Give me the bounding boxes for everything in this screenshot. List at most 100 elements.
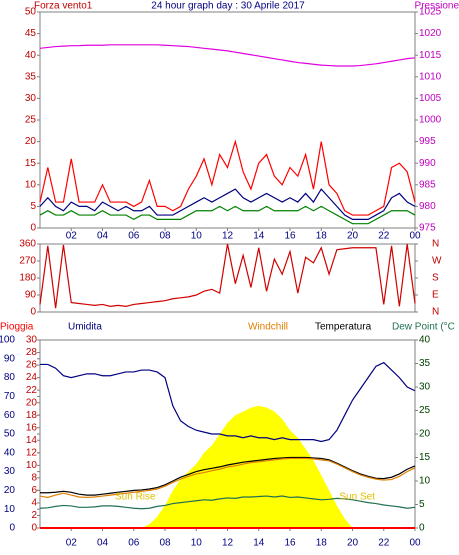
x-tick-label: 00 xyxy=(409,231,421,242)
y-tick-label: 0 xyxy=(30,223,36,234)
y3-tick-label: 16 xyxy=(26,422,38,433)
legend-entry: Windchill xyxy=(248,322,288,333)
y3-tick-label: 8 xyxy=(31,473,37,484)
x-tick-label: 08 xyxy=(159,538,171,549)
y3-tick-label: 0 xyxy=(31,523,37,534)
annotation: Sun Rise xyxy=(115,492,156,503)
x-tick-label: 20 xyxy=(347,538,359,549)
series-line xyxy=(39,139,416,216)
y-tick-label: 180 xyxy=(19,273,36,284)
chart-title: 24 hour graph day : 30 Aprile 2017 xyxy=(151,1,305,12)
y2-tick-label: 0 xyxy=(419,523,425,534)
y-tick-label: 5 xyxy=(30,201,36,212)
y2-tick-label: 40 xyxy=(419,335,431,346)
y-tick-label: 30 xyxy=(25,93,37,104)
y3-tick-label: 30 xyxy=(26,335,38,346)
y2-tick-label: 35 xyxy=(419,358,431,369)
y-tick-label: 45 xyxy=(25,28,37,39)
x-tick-label: 06 xyxy=(128,231,140,242)
series-line xyxy=(39,495,416,510)
y2-tick-label: S xyxy=(432,273,439,284)
y2-tick-label: 990 xyxy=(419,158,436,169)
legend-entry: Temperatura xyxy=(315,322,372,333)
y2-tick-label: 1025 xyxy=(419,7,442,18)
y-tick-label: 40 xyxy=(4,447,16,458)
x-tick-label: 08 xyxy=(159,231,171,242)
y-axis-title: Forza vento1 xyxy=(34,1,93,12)
series-line xyxy=(40,456,416,496)
y2-tick-label: 995 xyxy=(419,136,436,147)
y-tick-label: 25 xyxy=(25,115,37,126)
y2-tick-label: N xyxy=(432,239,439,250)
y3-tick-label: 28 xyxy=(26,347,38,358)
y3-tick-label: 18 xyxy=(26,410,38,421)
series-line xyxy=(39,188,416,220)
series-line xyxy=(39,205,416,225)
x-tick-label: 04 xyxy=(97,538,109,549)
y3-tick-label: 26 xyxy=(26,360,38,371)
y2-tick-label: 1000 xyxy=(419,115,442,126)
annotation: Sun Set xyxy=(339,492,375,503)
y-tick-label: 100 xyxy=(0,335,15,346)
legend-entry: Pioggia xyxy=(0,322,34,333)
y-tick-label: 270 xyxy=(19,256,36,267)
y2-tick-label: 5 xyxy=(419,499,425,510)
x-tick-label: 22 xyxy=(378,231,390,242)
x-tick-label: 20 xyxy=(347,231,359,242)
y2-tick-label: 1005 xyxy=(419,93,442,104)
x-tick-label: 10 xyxy=(191,538,203,549)
y-tick-label: 70 xyxy=(4,391,16,402)
x-tick-label: 18 xyxy=(316,231,328,242)
x-tick-label: 02 xyxy=(66,538,78,549)
y-tick-label: 0 xyxy=(9,523,15,534)
y2-tick-label: 1010 xyxy=(419,71,442,82)
x-tick-label: 06 xyxy=(128,538,140,549)
y-tick-label: 40 xyxy=(25,50,37,61)
y2-tick-label: 985 xyxy=(419,179,436,190)
plot-frame xyxy=(39,11,416,229)
x-tick-label: 00 xyxy=(409,538,421,549)
y-tick-label: 50 xyxy=(4,429,16,440)
x-tick-label: 02 xyxy=(66,231,78,242)
y2-tick-label: 1015 xyxy=(419,50,442,61)
y-tick-label: 60 xyxy=(4,410,16,421)
series-line xyxy=(39,44,416,67)
y-tick-label: 90 xyxy=(25,290,37,301)
legend-entry: Umidita xyxy=(68,322,102,333)
y-tick-label: 90 xyxy=(4,353,16,364)
y3-tick-label: 2 xyxy=(31,510,37,521)
y-tick-label: 35 xyxy=(25,71,37,82)
y3-tick-label: 10 xyxy=(26,460,38,471)
y2-tick-label: 25 xyxy=(419,405,431,416)
y2-tick-label: 1020 xyxy=(419,28,442,39)
x-tick-label: 12 xyxy=(222,538,234,549)
y-tick-label: 80 xyxy=(4,372,16,383)
y-tick-label: 30 xyxy=(4,466,16,477)
x-tick-label: 14 xyxy=(253,231,265,242)
y2-tick-label: E xyxy=(432,290,439,301)
x-tick-label: 10 xyxy=(191,231,203,242)
x-tick-label: 04 xyxy=(97,231,109,242)
y-tick-label: 10 xyxy=(4,504,16,515)
y-tick-label: 0 xyxy=(30,307,36,318)
plot-frame xyxy=(39,243,416,313)
y-tick-label: 50 xyxy=(25,7,37,18)
series-line xyxy=(40,361,416,443)
legend-entry: Dew Point (°C xyxy=(392,322,455,333)
y2-tick-label: 20 xyxy=(419,429,431,440)
x-tick-label: 12 xyxy=(222,231,234,242)
y3-tick-label: 6 xyxy=(31,485,37,496)
y2-tick-label: N xyxy=(432,307,439,318)
y3-tick-label: 22 xyxy=(26,385,38,396)
series-line xyxy=(39,457,416,499)
y2-tick-label: W xyxy=(432,256,442,267)
x-tick-label: 14 xyxy=(253,538,265,549)
y3-tick-label: 4 xyxy=(31,498,37,509)
x-tick-label: 16 xyxy=(284,538,296,549)
y2-tick-label: 30 xyxy=(419,382,431,393)
y-tick-label: 15 xyxy=(25,158,37,169)
y3-tick-label: 20 xyxy=(26,397,38,408)
y-tick-label: 20 xyxy=(25,136,37,147)
y2-tick-label: 975 xyxy=(419,223,436,234)
